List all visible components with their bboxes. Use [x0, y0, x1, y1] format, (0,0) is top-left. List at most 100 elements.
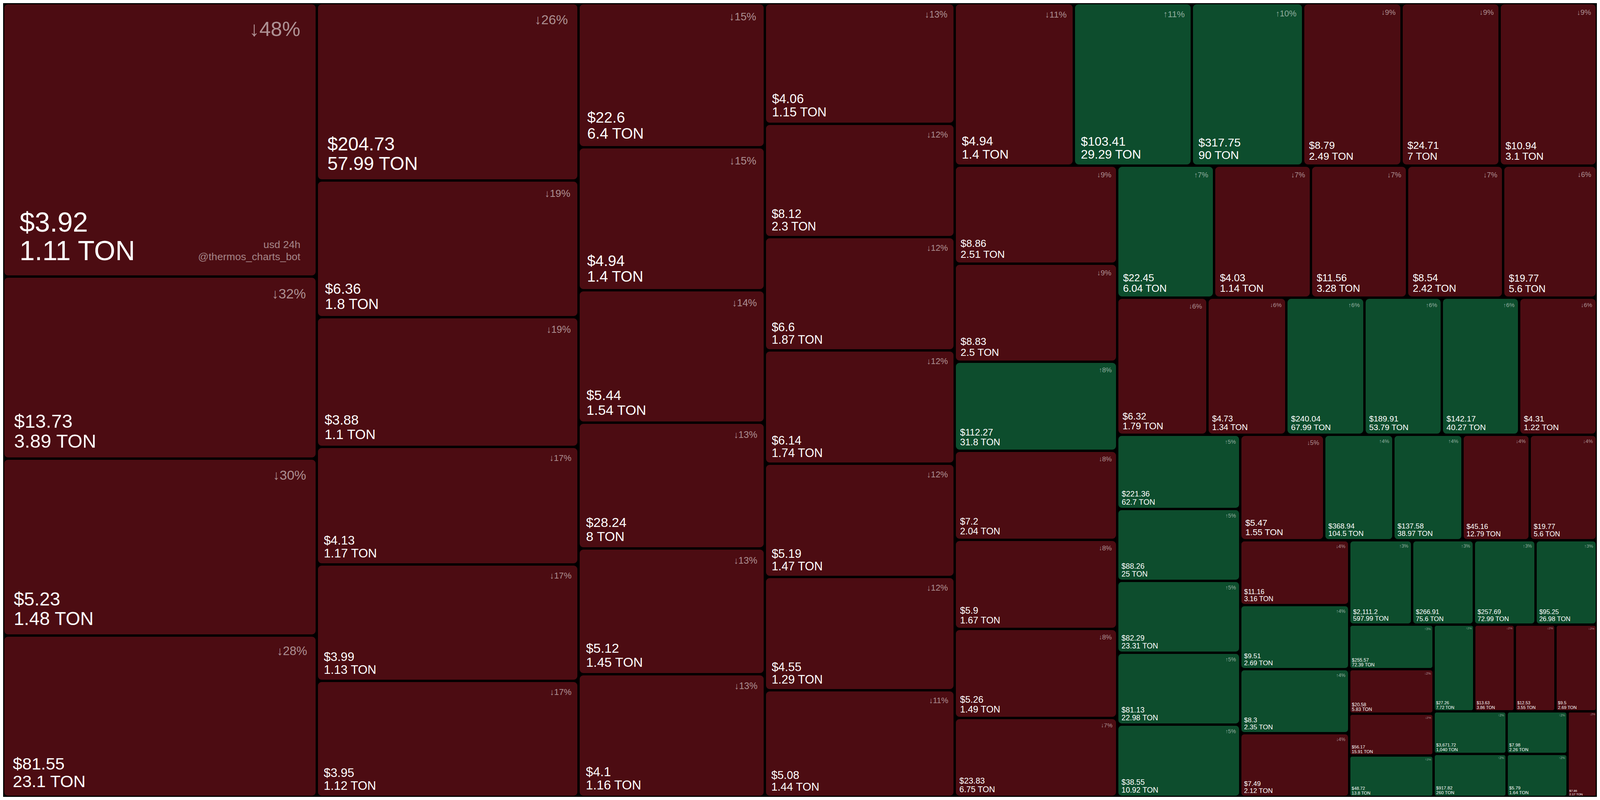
svg-text:$11.16: $11.16 [1244, 587, 1265, 596]
svg-text:31.8 TON: 31.8 TON [960, 436, 1001, 448]
svg-text:$2,111.2: $2,111.2 [1353, 608, 1378, 616]
svg-text:↓11%: ↓11% [928, 695, 949, 705]
svg-text:$81.13: $81.13 [1121, 705, 1145, 715]
svg-text:$3.88: $3.88 [324, 412, 359, 428]
svg-text:$240.04: $240.04 [1291, 414, 1321, 424]
svg-text:6.4 TON: 6.4 TON [587, 125, 644, 142]
svg-text:↓4%: ↓4% [1335, 736, 1346, 743]
svg-text:usd 24h: usd 24h [263, 238, 301, 251]
svg-text:1,040 TON: 1,040 TON [1436, 747, 1459, 752]
svg-text:↓12%: ↓12% [926, 469, 948, 480]
svg-text:1.4 TON: 1.4 TON [587, 267, 644, 285]
svg-text:2.49 TON: 2.49 TON [1308, 150, 1354, 163]
svg-text:↑5%: ↑5% [1225, 728, 1236, 735]
svg-text:↓6%: ↓6% [1188, 302, 1202, 311]
svg-text:↑8%: ↑8% [1098, 366, 1112, 374]
svg-text:↓2%: ↓2% [1589, 712, 1596, 716]
svg-text:↓13%: ↓13% [733, 555, 758, 566]
svg-text:5.6 TON: 5.6 TON [1508, 283, 1546, 295]
svg-text:$12.53: $12.53 [1517, 700, 1531, 706]
svg-text:1.48 TON: 1.48 TON [13, 608, 94, 629]
svg-text:↑6%: ↑6% [1425, 301, 1438, 309]
svg-text:$8.54: $8.54 [1412, 272, 1439, 284]
svg-text:↓2%: ↓2% [1506, 626, 1513, 631]
svg-text:3.1 TON: 3.1 TON [1505, 150, 1544, 163]
svg-text:↑4%: ↑4% [1335, 672, 1346, 679]
svg-text:2.26 TON: 2.26 TON [1509, 747, 1529, 752]
svg-text:$9.5: $9.5 [1557, 700, 1567, 706]
svg-text:3.28 TON: 3.28 TON [1316, 282, 1361, 294]
svg-text:7.72 TON: 7.72 TON [1435, 705, 1455, 710]
svg-text:$4.55: $4.55 [771, 660, 802, 674]
svg-text:$7.2: $7.2 [960, 516, 979, 527]
svg-text:1.44 TON: 1.44 TON [771, 780, 820, 793]
svg-text:$7.98: $7.98 [1509, 742, 1521, 748]
svg-text:↑5%: ↑5% [1225, 438, 1236, 445]
svg-text:$38.55: $38.55 [1121, 777, 1145, 787]
svg-text:597.99 TON: 597.99 TON [1353, 614, 1389, 623]
svg-text:$4.94: $4.94 [961, 133, 993, 149]
svg-text:$4.06: $4.06 [772, 91, 804, 106]
svg-text:↓4%: ↓4% [1335, 543, 1346, 550]
svg-text:↑4%: ↑4% [1335, 608, 1346, 615]
svg-text:1.11 TON: 1.11 TON [19, 235, 136, 267]
svg-text:$142.17: $142.17 [1446, 414, 1476, 424]
svg-text:1.4 TON: 1.4 TON [961, 147, 1009, 162]
svg-text:$317.75: $317.75 [1198, 135, 1241, 149]
svg-text:1.17 TON: 1.17 TON [323, 546, 377, 561]
svg-text:2.69 TON: 2.69 TON [1557, 705, 1577, 710]
svg-text:↓9%: ↓9% [1381, 8, 1396, 17]
svg-text:↓9%: ↓9% [1096, 170, 1112, 179]
svg-text:↓7%: ↓7% [1100, 721, 1113, 729]
svg-text:↓26%: ↓26% [534, 12, 568, 27]
svg-text:$8.79: $8.79 [1308, 139, 1335, 152]
svg-text:5.6 TON: 5.6 TON [1533, 530, 1561, 538]
svg-text:$19.77: $19.77 [1533, 522, 1556, 531]
svg-text:25 TON: 25 TON [1121, 569, 1148, 579]
svg-text:$189.91: $189.91 [1369, 414, 1399, 424]
svg-text:↑2%: ↑2% [1558, 756, 1566, 760]
svg-text:$23.83: $23.83 [959, 776, 985, 786]
svg-text:15.91 TON: 15.91 TON [1351, 749, 1373, 754]
svg-text:1.13 TON: 1.13 TON [323, 662, 377, 677]
svg-text:2.35 TON: 2.35 TON [1244, 723, 1274, 731]
svg-text:$5.26: $5.26 [960, 694, 984, 705]
svg-text:$5.79: $5.79 [1509, 785, 1521, 791]
svg-text:1.8 TON: 1.8 TON [325, 296, 379, 313]
svg-text:$5.44: $5.44 [586, 387, 622, 404]
svg-text:13.8 TON: 13.8 TON [1351, 790, 1371, 796]
svg-text:↓17%: ↓17% [549, 453, 572, 463]
svg-text:$257.69: $257.69 [1477, 608, 1501, 616]
svg-text:1.45 TON: 1.45 TON [585, 654, 643, 670]
svg-text:2.17 TON: 2.17 TON [1569, 792, 1584, 797]
svg-text:↑3%: ↑3% [1424, 626, 1432, 631]
svg-text:↑11%: ↑11% [1163, 8, 1185, 20]
svg-text:$8.12: $8.12 [771, 207, 802, 221]
svg-text:2.51 TON: 2.51 TON [960, 248, 1005, 261]
svg-text:2.04 TON: 2.04 TON [960, 525, 1001, 537]
svg-text:$5.47: $5.47 [1245, 517, 1268, 528]
svg-text:1.16 TON: 1.16 TON [585, 777, 642, 793]
svg-text:1.79 TON: 1.79 TON [1122, 420, 1164, 432]
svg-text:$10.94: $10.94 [1505, 139, 1537, 152]
svg-text:3.86 TON: 3.86 TON [1476, 705, 1495, 710]
svg-text:↓12%: ↓12% [926, 356, 948, 367]
svg-text:↓2%: ↓2% [1424, 671, 1432, 676]
svg-text:72.99 TON: 72.99 TON [1477, 615, 1509, 623]
svg-text:$81.55: $81.55 [12, 754, 65, 774]
svg-text:1.74 TON: 1.74 TON [771, 446, 823, 460]
svg-text:$88.26: $88.26 [1121, 562, 1145, 571]
svg-text:104.5 TON: 104.5 TON [1328, 529, 1364, 538]
svg-text:↓30%: ↓30% [273, 467, 307, 483]
svg-text:40.27 TON: 40.27 TON [1446, 422, 1486, 432]
svg-text:$13.63: $13.63 [1476, 700, 1490, 706]
svg-text:$8.3: $8.3 [1244, 716, 1258, 724]
svg-text:$4.13: $4.13 [323, 533, 355, 548]
svg-text:↓19%: ↓19% [544, 187, 571, 200]
svg-text:$5.23: $5.23 [13, 588, 61, 610]
svg-text:@thermos_charts_bot: @thermos_charts_bot [198, 250, 301, 263]
svg-text:$9.51: $9.51 [1244, 651, 1261, 660]
svg-text:2.69 TON: 2.69 TON [1244, 658, 1274, 667]
svg-text:↑2%: ↑2% [1466, 626, 1472, 631]
svg-text:$221.36: $221.36 [1121, 489, 1150, 499]
